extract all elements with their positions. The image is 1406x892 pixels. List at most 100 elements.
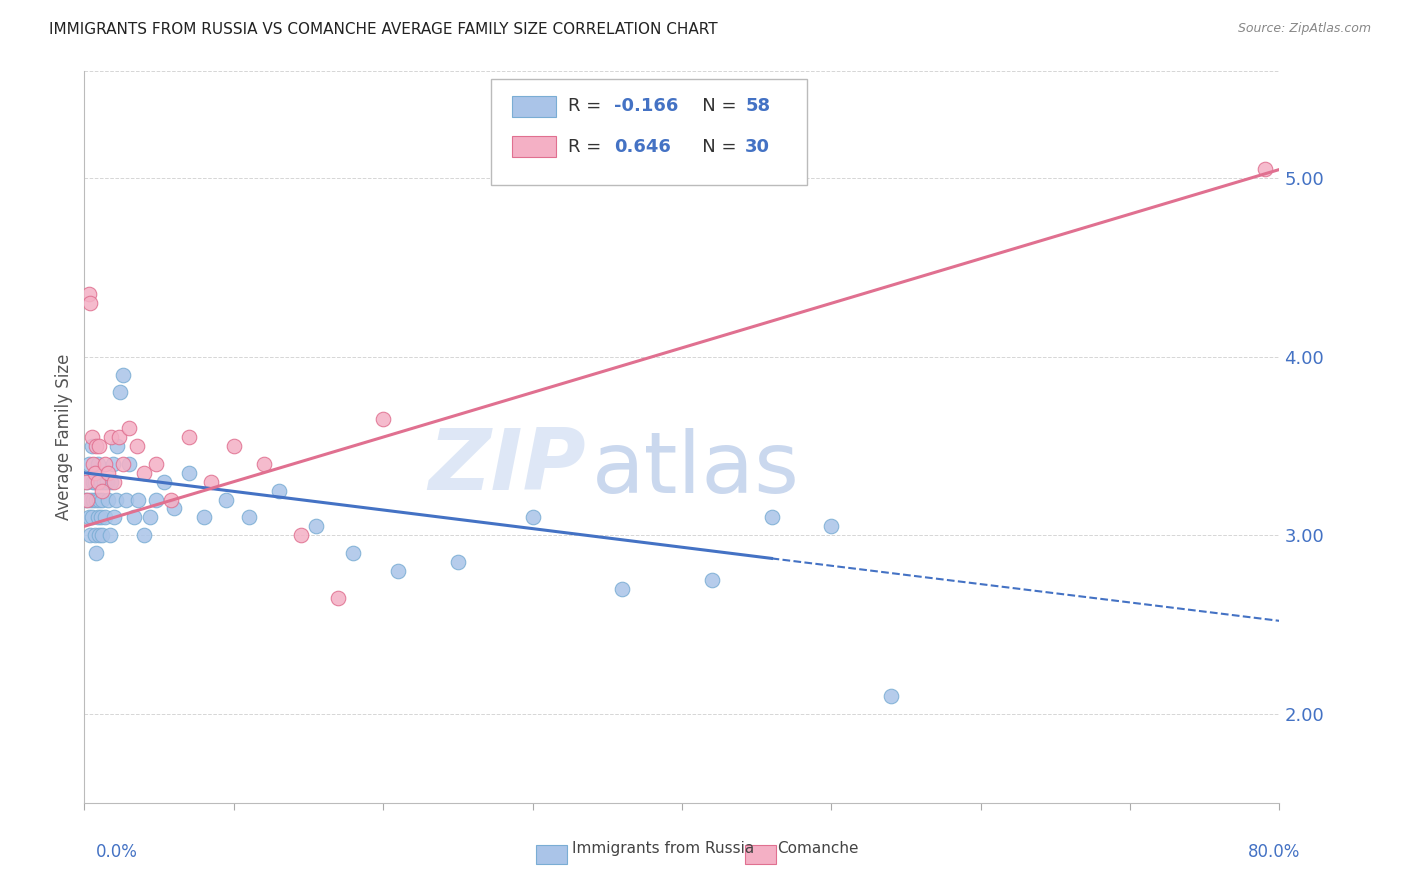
Point <box>90 510 112 524</box>
Point <box>761 510 783 524</box>
Point <box>200 475 222 489</box>
Point <box>215 492 238 507</box>
Text: -0.166: -0.166 <box>614 97 678 115</box>
Point <box>97 492 120 507</box>
Point <box>75 475 97 489</box>
Point <box>127 492 149 507</box>
Point <box>132 466 156 480</box>
Point <box>152 475 174 489</box>
Point <box>87 475 110 489</box>
Point <box>253 457 276 471</box>
Point <box>267 483 290 498</box>
Point <box>89 439 111 453</box>
Text: 58: 58 <box>745 97 770 115</box>
Point <box>880 689 903 703</box>
Point <box>83 528 105 542</box>
Point <box>77 287 100 301</box>
Point <box>118 421 141 435</box>
Text: R =: R = <box>568 137 607 156</box>
Text: IMMIGRANTS FROM RUSSIA VS COMANCHE AVERAGE FAMILY SIZE CORRELATION CHART: IMMIGRANTS FROM RUSSIA VS COMANCHE AVERA… <box>49 22 718 37</box>
Text: 80.0%: 80.0% <box>1249 843 1301 861</box>
Point <box>373 412 395 426</box>
Point <box>96 475 118 489</box>
Point <box>91 483 114 498</box>
Point <box>89 528 111 542</box>
Point <box>97 466 120 480</box>
Text: Immigrants from Russia: Immigrants from Russia <box>572 840 754 855</box>
Point <box>87 457 110 471</box>
Point <box>79 296 101 310</box>
Text: 0.0%: 0.0% <box>96 843 138 861</box>
Point <box>82 457 104 471</box>
Text: N =: N = <box>686 97 742 115</box>
Point <box>700 573 723 587</box>
Text: Comanche: Comanche <box>778 840 859 855</box>
FancyBboxPatch shape <box>745 846 776 864</box>
Point <box>115 492 138 507</box>
Point <box>82 475 104 489</box>
Point <box>177 466 200 480</box>
Point <box>104 492 127 507</box>
Point <box>103 475 125 489</box>
Point <box>94 457 117 471</box>
Point <box>522 510 544 524</box>
Point <box>105 439 128 453</box>
Point <box>342 546 364 560</box>
Point <box>112 457 135 471</box>
Point <box>90 475 112 489</box>
Point <box>107 430 129 444</box>
Point <box>112 368 135 382</box>
FancyBboxPatch shape <box>512 96 557 117</box>
Point <box>1253 162 1275 177</box>
Point <box>77 457 100 471</box>
Y-axis label: Average Family Size: Average Family Size <box>55 354 73 520</box>
Point <box>83 475 105 489</box>
Point <box>290 528 312 542</box>
Point <box>118 457 141 471</box>
Point <box>76 475 98 489</box>
Point <box>91 492 114 507</box>
Point <box>89 492 111 507</box>
Text: 0.646: 0.646 <box>614 137 671 156</box>
Point <box>80 510 103 524</box>
Point <box>305 519 328 533</box>
Point <box>145 457 167 471</box>
Point <box>76 492 98 507</box>
Point <box>612 582 634 596</box>
Point <box>83 466 105 480</box>
Point <box>86 492 108 507</box>
Point <box>103 510 125 524</box>
Point <box>80 430 103 444</box>
Point <box>163 501 186 516</box>
Point <box>94 510 117 524</box>
Point <box>79 528 101 542</box>
Point <box>100 430 122 444</box>
Point <box>91 528 114 542</box>
FancyBboxPatch shape <box>512 136 557 157</box>
Point <box>100 475 122 489</box>
Point <box>110 385 132 400</box>
Point <box>193 510 215 524</box>
FancyBboxPatch shape <box>536 846 567 864</box>
Point <box>139 510 162 524</box>
Text: atlas: atlas <box>592 428 800 511</box>
Point <box>145 492 167 507</box>
Point <box>79 492 101 507</box>
Point <box>86 439 108 453</box>
Point <box>75 492 97 507</box>
Point <box>132 528 156 542</box>
Text: ZIP: ZIP <box>429 425 586 508</box>
Point <box>122 510 145 524</box>
Point <box>328 591 350 605</box>
Point <box>86 546 108 560</box>
Point <box>447 555 470 569</box>
Point <box>125 439 148 453</box>
Point <box>387 564 409 578</box>
Text: N =: N = <box>686 137 742 156</box>
Text: 30: 30 <box>745 137 770 156</box>
Point <box>98 528 121 542</box>
Point <box>238 510 260 524</box>
FancyBboxPatch shape <box>491 78 807 185</box>
Point <box>820 519 842 533</box>
Point <box>82 492 104 507</box>
